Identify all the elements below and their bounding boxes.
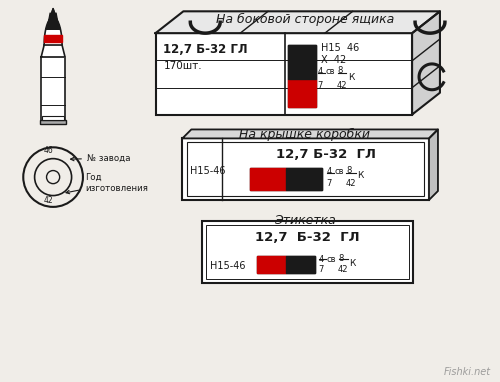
Text: св: св — [326, 254, 336, 264]
Text: св: св — [326, 67, 335, 76]
Text: 8: 8 — [338, 66, 343, 75]
Bar — [42, 115, 64, 120]
Text: На боковой стороне ящика: На боковой стороне ящика — [216, 13, 394, 26]
Bar — [182, 138, 429, 200]
Polygon shape — [46, 8, 60, 29]
Text: 42: 42 — [44, 196, 53, 205]
Bar — [188, 142, 424, 196]
Text: 4: 4 — [326, 167, 332, 176]
Text: 4: 4 — [318, 67, 323, 76]
Text: К: К — [348, 73, 355, 82]
Polygon shape — [44, 35, 62, 42]
Text: 8: 8 — [346, 166, 352, 175]
Polygon shape — [286, 168, 322, 190]
Text: Н15  46: Н15 46 — [320, 43, 359, 53]
Text: 12,7 Б-32  ГЛ: 12,7 Б-32 ГЛ — [276, 148, 376, 161]
Bar — [250, 168, 322, 190]
Text: 7: 7 — [318, 265, 324, 274]
Polygon shape — [156, 11, 440, 33]
Bar — [156, 33, 412, 115]
Text: Н15-46: Н15-46 — [190, 166, 226, 176]
Polygon shape — [47, 13, 59, 29]
Bar — [40, 120, 66, 125]
Text: 42: 42 — [336, 81, 347, 90]
Text: На крышке коробки: На крышке коробки — [239, 128, 370, 141]
Text: 12,7 Б-32 ГЛ: 12,7 Б-32 ГЛ — [164, 43, 248, 56]
Text: 46: 46 — [44, 146, 53, 155]
Text: Этикетка: Этикетка — [274, 214, 336, 227]
Text: 4: 4 — [318, 254, 324, 264]
Text: К: К — [350, 259, 356, 267]
Polygon shape — [288, 45, 316, 79]
Text: К: К — [358, 171, 364, 180]
Polygon shape — [250, 168, 286, 190]
Bar — [41, 57, 65, 125]
Text: 42: 42 — [338, 265, 348, 274]
Text: Год
изготовления: Год изготовления — [66, 173, 148, 194]
Text: 7: 7 — [326, 179, 332, 188]
Polygon shape — [257, 256, 286, 274]
Polygon shape — [288, 79, 316, 107]
Bar — [257, 256, 314, 274]
Text: Н15-46: Н15-46 — [210, 261, 246, 272]
Text: 7: 7 — [318, 81, 323, 90]
Text: 12,7  Б-32  ГЛ: 12,7 Б-32 ГЛ — [256, 231, 360, 244]
Polygon shape — [429, 129, 438, 200]
Text: св: св — [334, 167, 344, 176]
Polygon shape — [412, 11, 440, 115]
Bar — [202, 221, 413, 283]
Text: 170шт.: 170шт. — [164, 61, 202, 71]
Text: Х  42: Х 42 — [320, 55, 346, 65]
Text: 8: 8 — [338, 254, 344, 262]
Polygon shape — [44, 17, 62, 45]
Polygon shape — [286, 256, 314, 274]
Text: Fishki.net: Fishki.net — [444, 367, 490, 377]
Bar — [288, 45, 316, 107]
Text: № завода: № завода — [70, 154, 130, 163]
Bar — [206, 225, 409, 279]
Text: 42: 42 — [346, 179, 356, 188]
Polygon shape — [182, 129, 438, 138]
Polygon shape — [41, 45, 65, 57]
